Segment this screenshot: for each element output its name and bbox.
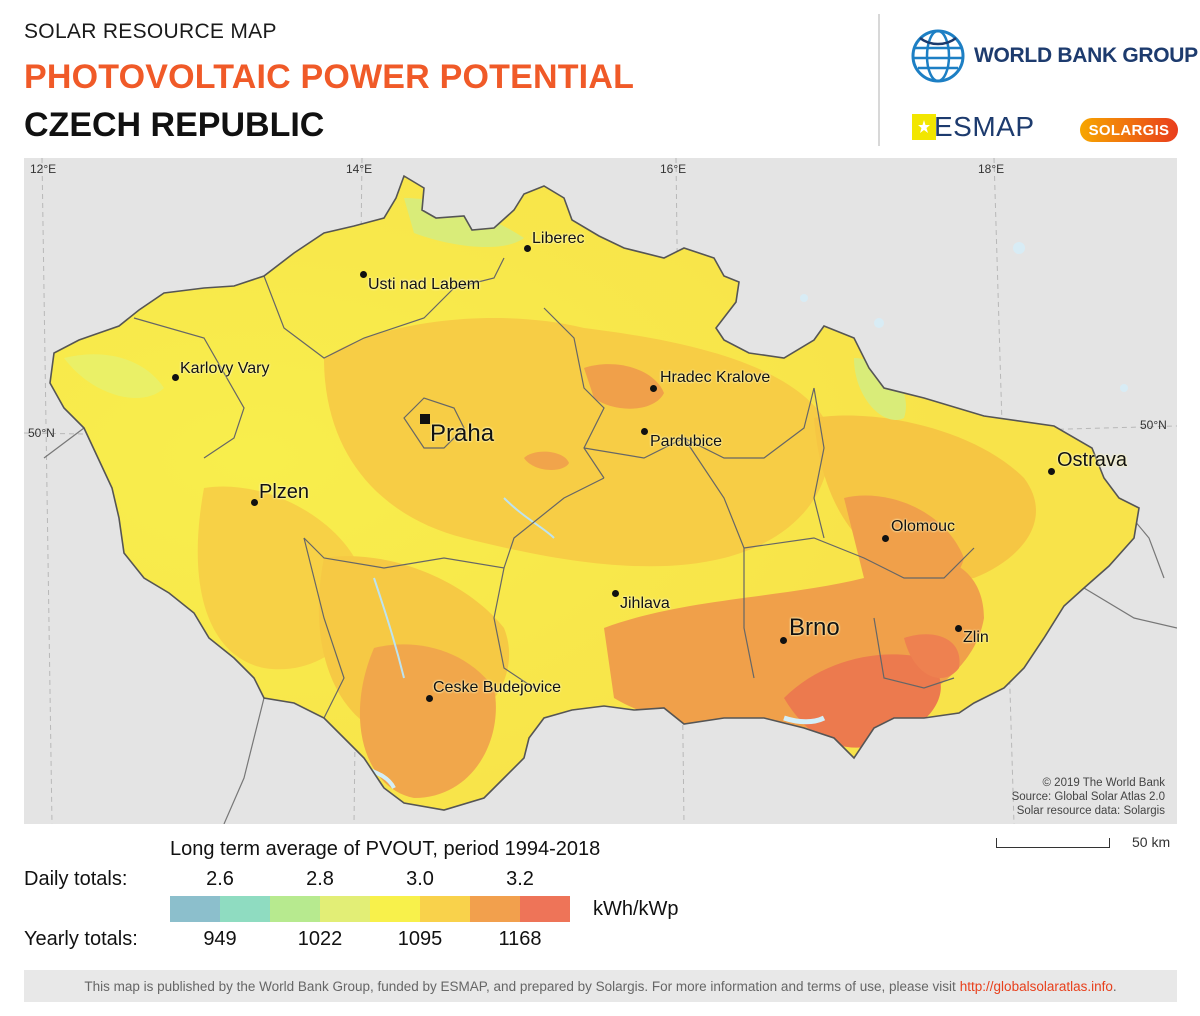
- city-marker: [780, 637, 787, 644]
- legend-swatch: [270, 896, 320, 922]
- map-title: PHOTOVOLTAIC POWER POTENTIAL: [24, 58, 635, 96]
- city-plzen: Plzen: [259, 481, 310, 503]
- city-marker: [251, 499, 258, 506]
- legend-swatch: [170, 896, 220, 922]
- pv-map: 12°E 14°E 16°E 18°E 50°N 50°N Liberec Us…: [24, 158, 1177, 824]
- legend-swatch: [420, 896, 470, 922]
- city-karlovy-vary: Karlovy Vary: [180, 360, 270, 377]
- esmap-logo: ESMAP: [912, 111, 1035, 142]
- city-marker: [360, 271, 367, 278]
- credit-line: © 2019 The World Bank: [1042, 777, 1165, 789]
- city-hradec-kralove: Hradec Kralove: [660, 369, 771, 386]
- credit-line: Source: Global Solar Atlas 2.0: [1011, 791, 1165, 803]
- legend-daily-label: Daily totals:: [24, 868, 128, 890]
- map-kicker: SOLAR RESOURCE MAP: [24, 20, 277, 43]
- legend-yearly-label: Yearly totals:: [24, 928, 138, 950]
- coord-14e: 14°E: [346, 162, 373, 176]
- legend-daily-tick: 3.0: [406, 868, 434, 890]
- legend-swatch: [220, 896, 270, 922]
- city-marker: [172, 374, 179, 381]
- coord-16e: 16°E: [660, 162, 687, 176]
- footer-note: This map is published by the World Bank …: [24, 970, 1177, 1002]
- legend-yearly-tick: 1022: [297, 928, 343, 950]
- credit-line: Solar resource data: Solargis: [1016, 805, 1165, 817]
- city-jihlava: Jihlava: [620, 595, 670, 612]
- city-pardubice: Pardubice: [650, 433, 723, 450]
- city-brno: Brno: [789, 614, 840, 641]
- city-usti-nad-labem: Usti nad Labem: [368, 276, 481, 293]
- map-canvas: [24, 158, 1177, 824]
- city-marker: [1048, 468, 1055, 475]
- city-marker: [612, 590, 619, 597]
- city-marker: [955, 625, 962, 632]
- legend-swatch: [320, 896, 370, 922]
- lakes: [800, 242, 1128, 392]
- city-marker: [650, 385, 657, 392]
- legend-daily-tick: 3.2: [506, 868, 534, 890]
- header-divider: [878, 14, 880, 146]
- map-credits: © 2019 The World Bank Source: Global Sol…: [1012, 776, 1165, 818]
- scale-label: 50 km: [1132, 834, 1171, 850]
- coord-50n-left: 50°N: [28, 426, 55, 440]
- legend-yearly-tick: 949: [203, 928, 237, 950]
- city-ceske-budejovice: Ceske Budejovice: [433, 679, 562, 696]
- footer-text: This map is published by the World Bank …: [84, 978, 956, 994]
- city-ostrava: Ostrava: [1057, 449, 1128, 471]
- city-olomouc: Olomouc: [891, 518, 956, 535]
- legend-colorbar: [170, 896, 570, 922]
- world-bank-wordmark: WORLD BANK GROUP: [974, 44, 1198, 67]
- solargis-logo: SOLARGIS: [1080, 118, 1178, 142]
- city-zlin: Zlin: [963, 629, 989, 646]
- legend-unit: kWh/kWp: [593, 898, 679, 920]
- footer-link[interactable]: http://globalsolaratlas.info: [959, 978, 1113, 994]
- legend-yearly-tick: 1095: [397, 928, 443, 950]
- coord-18e: 18°E: [978, 162, 1005, 176]
- legend-yearly-tick: 1168: [498, 928, 542, 950]
- esmap-star-icon: [912, 114, 936, 140]
- legend-daily-tick: 2.8: [306, 868, 334, 890]
- footer-suffix: .: [1112, 978, 1117, 994]
- city-praha: Praha: [430, 420, 495, 447]
- legend-swatch: [520, 896, 570, 922]
- legend-title: Long term average of PVOUT, period 1994-…: [170, 838, 601, 860]
- scale-bar: [996, 838, 1110, 848]
- world-bank-logo: WORLD BANK GROUP: [910, 28, 1198, 84]
- legend-daily-tick: 2.6: [206, 868, 234, 890]
- city-liberec: Liberec: [532, 230, 585, 247]
- globe-icon: [911, 29, 965, 83]
- city-marker: [641, 428, 648, 435]
- esmap-wordmark: ESMAP: [934, 111, 1035, 142]
- coord-12e: 12°E: [30, 162, 57, 176]
- city-marker: [426, 695, 433, 702]
- coord-50n-right: 50°N: [1140, 418, 1167, 432]
- region-borders: [133, 257, 975, 719]
- legend-swatch: [470, 896, 520, 922]
- country-name: CZECH REPUBLIC: [24, 106, 325, 144]
- capital-marker: [420, 414, 430, 424]
- city-marker: [882, 535, 889, 542]
- city-marker: [524, 245, 531, 252]
- legend-swatch: [370, 896, 420, 922]
